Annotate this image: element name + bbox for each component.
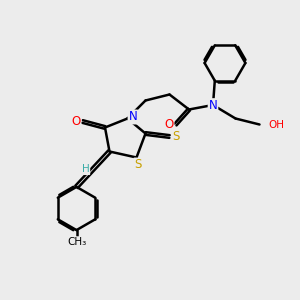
Text: S: S [172,130,180,143]
Text: N: N [128,110,137,124]
Text: N: N [208,99,217,112]
Text: H: H [82,164,89,174]
Text: O: O [164,118,173,131]
Text: OH: OH [268,119,284,130]
Text: CH₃: CH₃ [67,237,86,247]
Text: S: S [134,158,142,172]
Text: O: O [71,115,80,128]
